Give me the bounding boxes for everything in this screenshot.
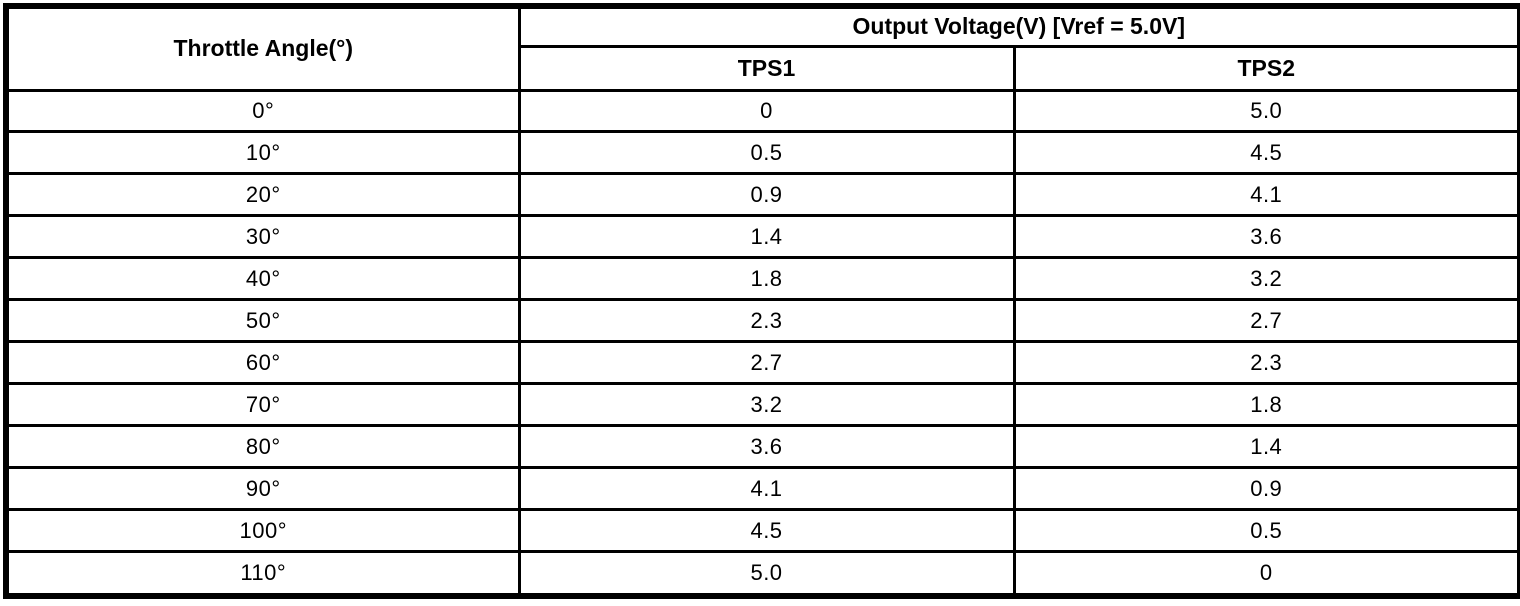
throttle-angle-cell: 60°: [4, 340, 521, 386]
tps1-column-header: TPS1: [517, 44, 1016, 92]
tps1-value-cell: 0.9: [517, 172, 1016, 218]
tps2-column-header: TPS2: [1012, 44, 1520, 92]
tps2-value-cell: 4.1: [1012, 172, 1520, 218]
tps1-value-cell: 1.8: [517, 256, 1016, 302]
tps2-value-cell: 2.7: [1012, 298, 1520, 344]
throttle-angle-cell: 20°: [4, 172, 521, 218]
tps1-value-cell: 3.6: [517, 424, 1016, 470]
tps1-value-cell: 4.5: [517, 508, 1016, 554]
tps2-value-cell: 4.5: [1012, 130, 1520, 176]
tps2-value-cell: 1.8: [1012, 382, 1520, 428]
table-row: 50° 2.3 2.7: [4, 298, 1520, 344]
tps1-value-cell: 2.7: [517, 340, 1016, 386]
table-header: Throttle Angle(°) Output Voltage(V) [Vre…: [4, 4, 1520, 92]
tps2-value-cell: 0.9: [1012, 466, 1520, 512]
throttle-angle-cell: 50°: [4, 298, 521, 344]
tps2-value-cell: 1.4: [1012, 424, 1520, 470]
tps2-value-cell: 5.0: [1012, 88, 1520, 134]
tps1-value-cell: 1.4: [517, 214, 1016, 260]
throttle-angle-cell: 100°: [4, 508, 521, 554]
throttle-angle-cell: 110°: [4, 550, 521, 598]
output-voltage-group-header: Output Voltage(V) [Vref = 5.0V]: [517, 4, 1520, 48]
table-row: 100° 4.5 0.5: [4, 508, 1520, 554]
throttle-angle-cell: 90°: [4, 466, 521, 512]
throttle-angle-cell: 70°: [4, 382, 521, 428]
throttle-angle-cell: 80°: [4, 424, 521, 470]
tps2-value-cell: 0: [1012, 550, 1520, 598]
throttle-angle-cell: 0°: [4, 88, 521, 134]
throttle-angle-cell: 40°: [4, 256, 521, 302]
table-row: 90° 4.1 0.9: [4, 466, 1520, 512]
tps2-value-cell: 2.3: [1012, 340, 1520, 386]
throttle-angle-cell: 30°: [4, 214, 521, 260]
tps1-value-cell: 0: [517, 88, 1016, 134]
throttle-angle-header: Throttle Angle(°): [4, 4, 521, 92]
tps2-value-cell: 3.2: [1012, 256, 1520, 302]
table-row: 40° 1.8 3.2: [4, 256, 1520, 302]
table-row: 80° 3.6 1.4: [4, 424, 1520, 470]
tps-voltage-table: Throttle Angle(°) Output Voltage(V) [Vre…: [3, 3, 1520, 599]
tps1-value-cell: 3.2: [517, 382, 1016, 428]
table-row: 110° 5.0 0: [4, 550, 1520, 598]
tps1-value-cell: 0.5: [517, 130, 1016, 176]
table-row: 10° 0.5 4.5: [4, 130, 1520, 176]
header-row-sub: TPS1 TPS2: [6, 44, 1520, 92]
table-row: 20° 0.9 4.1: [4, 172, 1520, 218]
tps1-value-cell: 4.1: [517, 466, 1016, 512]
throttle-angle-cell: 10°: [4, 130, 521, 176]
table-row: 70° 3.2 1.8: [4, 382, 1520, 428]
tps1-value-cell: 5.0: [517, 550, 1016, 598]
tps2-value-cell: 3.6: [1012, 214, 1520, 260]
tps1-value-cell: 2.3: [517, 298, 1016, 344]
table-row: 0° 0 5.0: [4, 88, 1520, 134]
table-body: 0° 0 5.0 10° 0.5 4.5 20° 0.9 4.1 30° 1.4 3.6 40° 1.8 3…: [4, 88, 1520, 598]
table-row: 60° 2.7 2.3: [4, 340, 1520, 386]
table-row: 30° 1.4 3.6: [4, 214, 1520, 260]
tps2-value-cell: 0.5: [1012, 508, 1520, 554]
header-row-group: Throttle Angle(°) Output Voltage(V) [Vre…: [4, 4, 1520, 92]
